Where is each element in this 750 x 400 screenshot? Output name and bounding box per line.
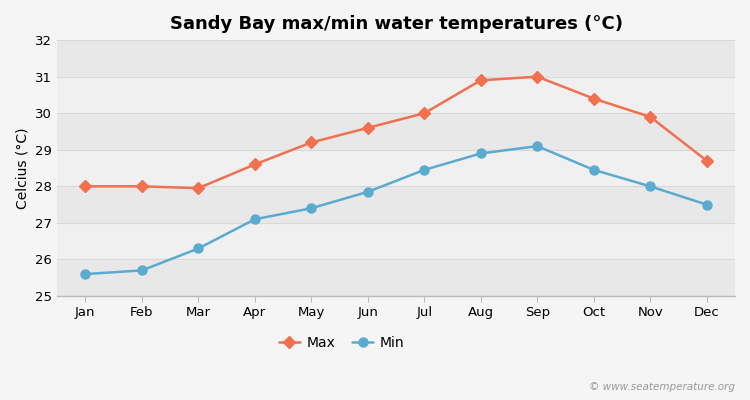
Min	[251, 217, 260, 222]
Min	[476, 151, 485, 156]
Min	[532, 144, 542, 148]
Max	[702, 158, 711, 163]
Min	[363, 190, 372, 194]
Max	[307, 140, 316, 145]
Min	[590, 168, 598, 172]
Min	[137, 268, 146, 273]
Bar	[57, 150, 735, 186]
Min	[81, 272, 90, 276]
Y-axis label: Celcius (°C): Celcius (°C)	[15, 127, 29, 209]
Bar	[57, 40, 735, 77]
Text: © www.seatemperature.org: © www.seatemperature.org	[589, 382, 735, 392]
Max	[532, 74, 542, 79]
Title: Sandy Bay max/min water temperatures (°C): Sandy Bay max/min water temperatures (°C…	[170, 15, 622, 33]
Max	[476, 78, 485, 83]
Max	[590, 96, 598, 101]
Max	[363, 126, 372, 130]
Max	[420, 111, 429, 116]
Line: Min: Min	[81, 142, 711, 278]
Max	[194, 186, 202, 190]
Max	[251, 162, 260, 167]
Min	[307, 206, 316, 211]
Bar	[57, 77, 735, 113]
Min	[194, 246, 202, 251]
Min	[646, 184, 655, 189]
Bar	[57, 113, 735, 150]
Max	[646, 114, 655, 119]
Max	[137, 184, 146, 189]
Legend: Max, Min: Max, Min	[279, 336, 405, 350]
Min	[702, 202, 711, 207]
Max	[81, 184, 90, 189]
Bar	[57, 186, 735, 223]
Bar	[57, 223, 735, 260]
Bar	[57, 260, 735, 296]
Min	[420, 168, 429, 172]
Line: Max: Max	[81, 72, 711, 192]
